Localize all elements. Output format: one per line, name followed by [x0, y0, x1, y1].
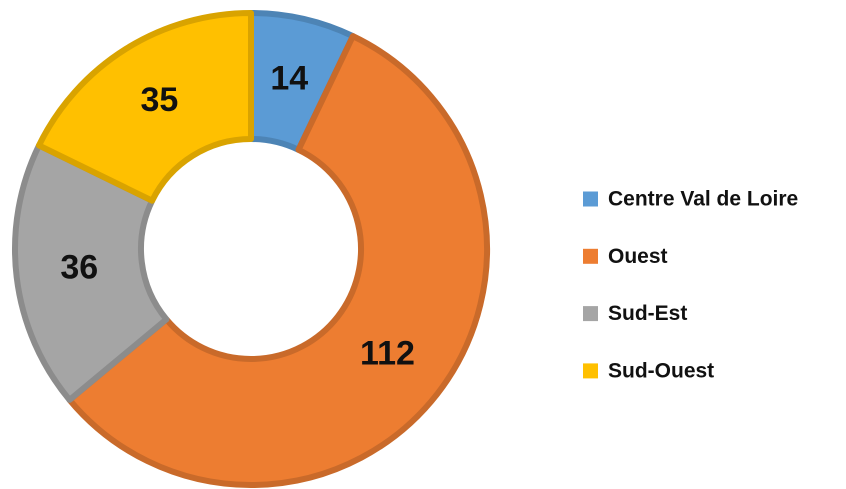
data-label: 112 [360, 334, 415, 372]
legend-label: Sud-Ouest [608, 359, 714, 382]
data-label: 14 [270, 59, 308, 97]
data-label: 35 [140, 81, 178, 119]
legend-label: Ouest [608, 245, 668, 268]
legend-swatch [583, 306, 598, 322]
legend-swatch [583, 248, 598, 264]
donut-slice [66, 33, 490, 488]
legend-label: Centre Val de Loire [608, 188, 798, 211]
legend-swatch [583, 363, 598, 379]
legend-label: Sud-Est [608, 302, 687, 325]
legend-swatch [583, 191, 598, 207]
donut-slice [12, 142, 170, 403]
data-label: 36 [60, 249, 98, 287]
donut-slice [35, 10, 254, 204]
